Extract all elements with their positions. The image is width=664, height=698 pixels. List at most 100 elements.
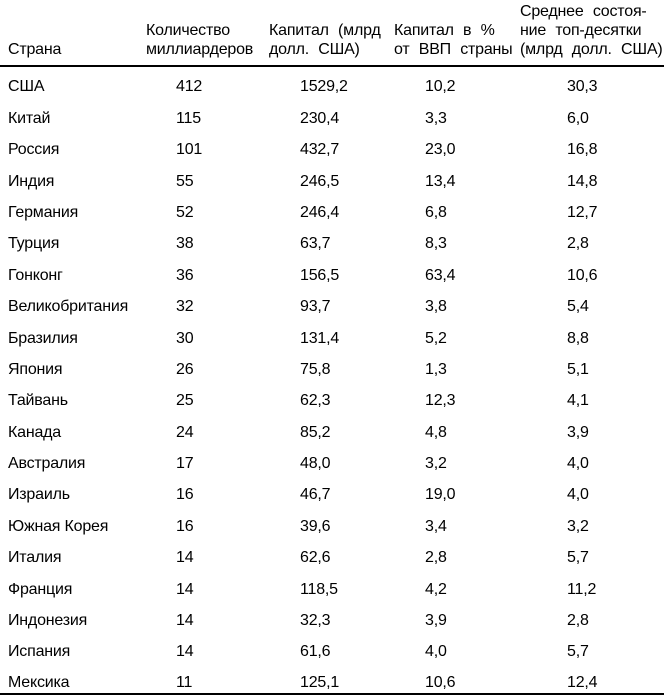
table-row: Гонконг 36 156,5 63,4 10,6 — [0, 254, 664, 285]
table-row: Китай 115 230,4 3,3 6,0 — [0, 97, 664, 128]
cell-avg-top10: 3,2 — [567, 517, 589, 535]
cell-capital: 62,3 — [300, 392, 331, 410]
cell-billionaires: 412 — [176, 78, 203, 96]
table-row: Япония 26 75,8 1,3 5,1 — [0, 349, 664, 380]
cell-billionaires: 55 — [176, 172, 194, 190]
cell-billionaires: 24 — [176, 423, 194, 441]
cell-avg-top10: 8,8 — [567, 329, 589, 347]
cell-billionaires: 38 — [176, 235, 194, 253]
table-row: Турция 38 63,7 8,3 2,8 — [0, 223, 664, 254]
cell-billionaires: 52 — [176, 203, 194, 221]
column-header-billionaires-count: Количество миллиардеров — [146, 0, 269, 67]
cell-billionaires: 25 — [176, 392, 194, 410]
cell-country: Израиль — [8, 486, 70, 504]
column-header-capital: Капитал (млрд долл. США) — [269, 0, 394, 67]
cell-capital-pct-gdp: 3,4 — [425, 517, 447, 535]
cell-country: Япония — [8, 360, 63, 378]
cell-capital-pct-gdp: 5,2 — [425, 329, 447, 347]
table-row: Мексика 11 125,1 10,6 12,4 — [0, 662, 664, 695]
cell-capital: 85,2 — [300, 423, 331, 441]
cell-capital-pct-gdp: 63,4 — [425, 266, 456, 284]
table-row: Германия 52 246,4 6,8 12,7 — [0, 192, 664, 223]
cell-capital-pct-gdp: 19,0 — [425, 486, 456, 504]
cell-billionaires: 16 — [176, 517, 194, 535]
cell-country: Великобритания — [8, 298, 129, 316]
cell-capital-pct-gdp: 3,9 — [425, 612, 447, 630]
cell-capital-pct-gdp: 12,3 — [425, 392, 456, 410]
cell-capital: 93,7 — [300, 298, 331, 316]
cell-capital: 48,0 — [300, 455, 331, 473]
cell-avg-top10: 16,8 — [567, 141, 598, 159]
cell-capital-pct-gdp: 10,6 — [394, 662, 520, 695]
cell-avg-top10: 3,9 — [567, 423, 589, 441]
table-row: США 412 1529,2 10,2 30,3 — [0, 66, 664, 97]
cell-capital: 432,7 — [300, 141, 340, 159]
cell-capital-pct-gdp: 13,4 — [425, 172, 456, 190]
cell-avg-top10: 4,0 — [567, 486, 589, 504]
cell-capital: 63,7 — [300, 235, 331, 253]
table-row: Канада 24 85,2 4,8 3,9 — [0, 411, 664, 442]
cell-capital-pct-gdp: 4,2 — [425, 580, 447, 598]
cell-capital: 246,5 — [300, 172, 340, 190]
cell-avg-top10: 2,8 — [567, 235, 589, 253]
cell-capital-pct-gdp: 2,8 — [425, 549, 447, 567]
cell-country: Испания — [8, 643, 71, 661]
cell-avg-top10: 12,7 — [567, 203, 598, 221]
cell-capital: 125,1 — [269, 662, 394, 695]
table-row: Франция 14 118,5 4,2 11,2 — [0, 568, 664, 599]
cell-capital: 118,5 — [300, 580, 338, 598]
cell-country: Австралия — [8, 455, 86, 473]
cell-capital: 46,7 — [300, 486, 331, 504]
cell-country: Германия — [8, 203, 79, 221]
table-row: Южная Корея 16 39,6 3,4 3,2 — [0, 505, 664, 536]
cell-capital-pct-gdp: 4,8 — [425, 423, 447, 441]
cell-billionaires: 17 — [176, 455, 194, 473]
cell-billionaires: 101 — [176, 141, 203, 159]
cell-country: Индонезия — [8, 612, 88, 630]
cell-country: Китай — [8, 109, 51, 127]
cell-avg-top10: 30,3 — [567, 78, 598, 96]
cell-country: Турция — [8, 235, 60, 253]
cell-capital: 62,6 — [300, 549, 331, 567]
cell-capital-pct-gdp: 4,0 — [425, 643, 447, 661]
header-row: Страна Количество миллиардеров Капитал (… — [0, 0, 664, 67]
cell-capital-pct-gdp: 1,3 — [425, 360, 447, 378]
table-row: Италия 14 62,6 2,8 5,7 — [0, 537, 664, 568]
table-row: Австралия 17 48,0 3,2 4,0 — [0, 443, 664, 474]
cell-billionaires: 16 — [176, 486, 194, 504]
cell-billionaires: 26 — [176, 360, 194, 378]
cell-country: Франция — [8, 580, 73, 598]
cell-billionaires: 14 — [176, 643, 194, 661]
column-header-capital-pct-gdp: Капитал в % от ВВП страны — [394, 0, 520, 67]
cell-capital: 230,4 — [300, 109, 340, 127]
cell-avg-top10: 5,7 — [567, 643, 589, 661]
table-row: Израиль 16 46,7 19,0 4,0 — [0, 474, 664, 505]
cell-capital-pct-gdp: 3,2 — [425, 455, 447, 473]
cell-country: Индия — [8, 172, 55, 190]
cell-avg-top10: 2,8 — [567, 612, 589, 630]
cell-capital: 61,6 — [300, 643, 331, 661]
cell-avg-top10: 12,4 — [520, 662, 664, 695]
cell-capital-pct-gdp: 8,3 — [425, 235, 447, 253]
table-row: Бразилия 30 131,4 5,2 8,8 — [0, 317, 664, 348]
cell-capital: 131,4 — [300, 329, 340, 347]
cell-avg-top10: 14,8 — [567, 172, 598, 190]
cell-capital: 1529,2 — [300, 78, 348, 96]
cell-capital: 246,4 — [300, 203, 340, 221]
cell-country: Канада — [8, 423, 61, 441]
cell-capital-pct-gdp: 3,8 — [425, 298, 447, 316]
table-row: Тайвань 25 62,3 12,3 4,1 — [0, 380, 664, 411]
cell-country: Мексика — [0, 662, 146, 695]
cell-country: Россия — [8, 141, 60, 159]
cell-billionaires: 36 — [176, 266, 194, 284]
cell-capital-pct-gdp: 3,3 — [425, 109, 447, 127]
cell-capital: 156,5 — [300, 266, 340, 284]
cell-country: США — [8, 78, 45, 96]
cell-avg-top10: 6,0 — [567, 109, 589, 127]
cell-country: Южная Корея — [8, 517, 109, 535]
cell-capital: 39,6 — [300, 517, 331, 535]
table-row: Индонезия 14 32,3 3,9 2,8 — [0, 600, 664, 631]
cell-country: Гонконг — [8, 266, 63, 284]
